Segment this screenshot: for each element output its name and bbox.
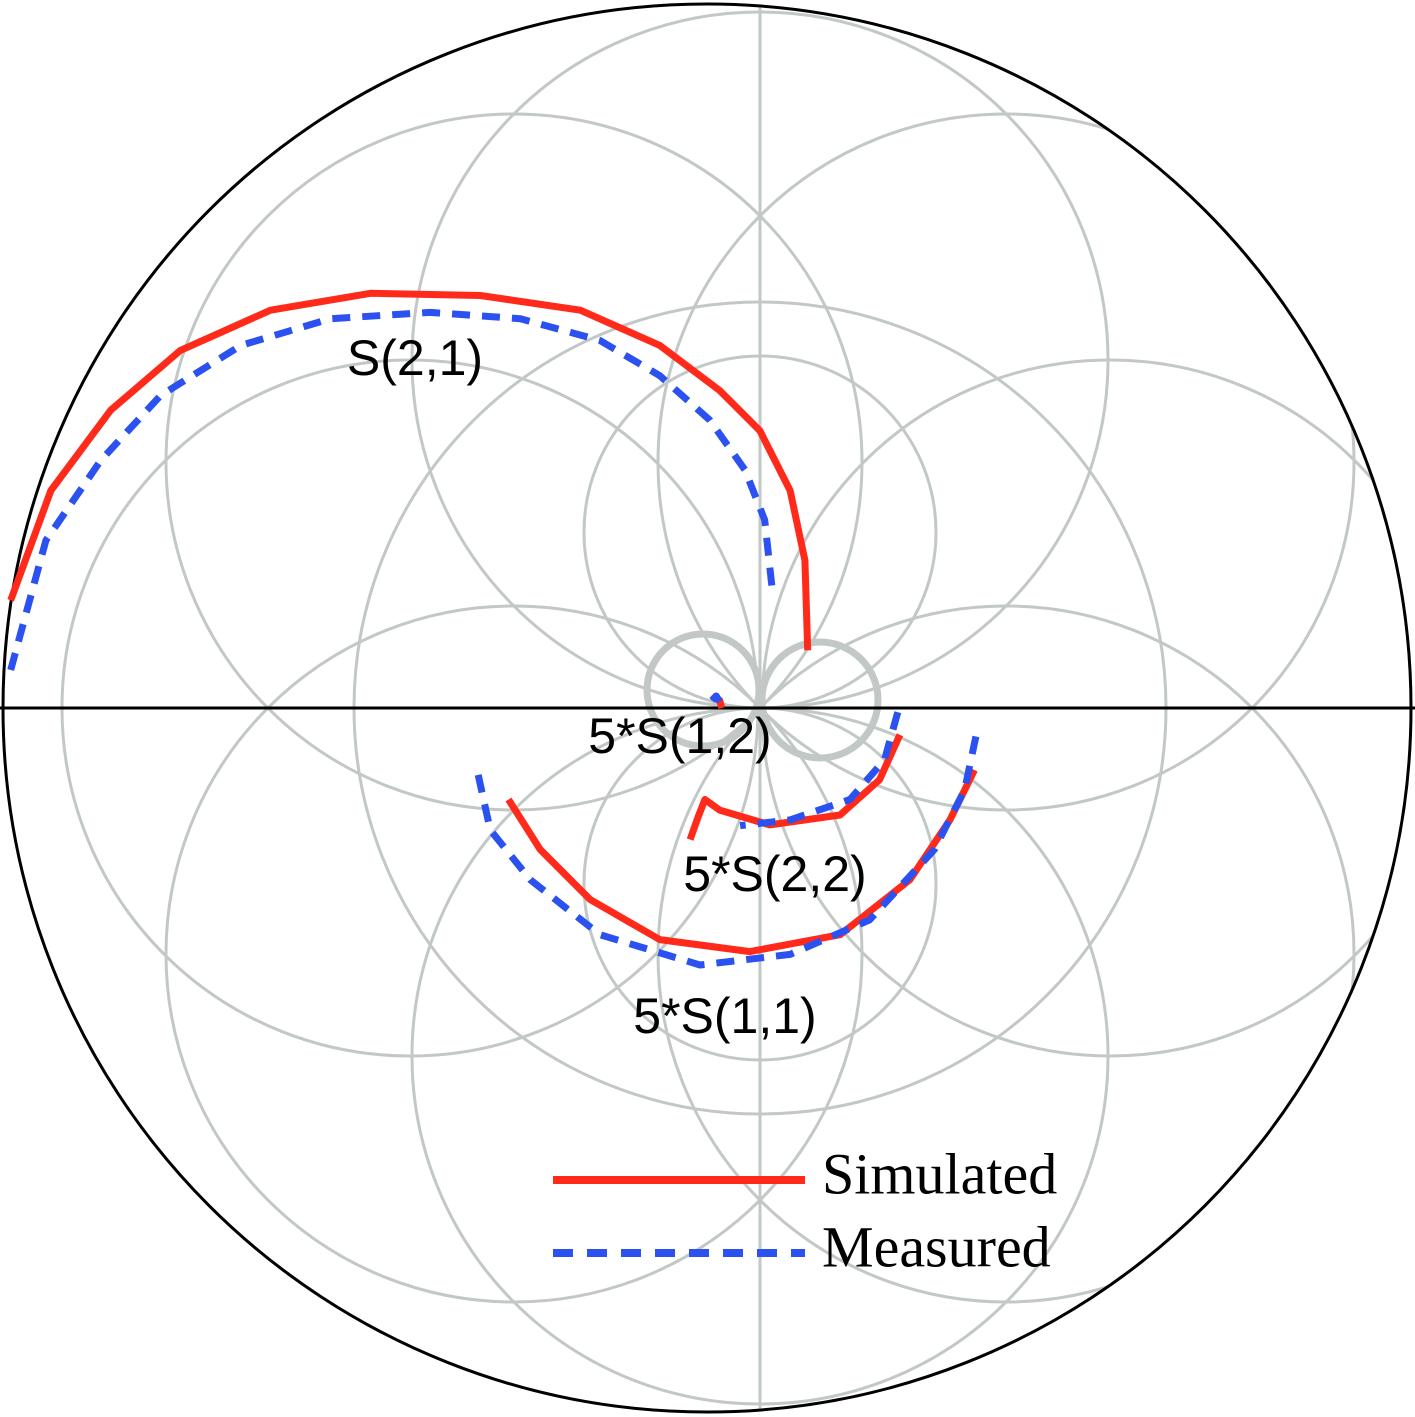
curve <box>709 692 723 704</box>
curve <box>505 768 978 956</box>
curve-label: 5*S(2,2) <box>683 846 866 902</box>
curve-label: 5*S(1,1) <box>633 988 816 1044</box>
grid-circle <box>643 630 763 750</box>
curve <box>686 733 904 841</box>
curve-label: S(2,1) <box>347 330 483 386</box>
grid-circle <box>758 638 882 762</box>
curve <box>7 308 776 671</box>
legend-label: Measured <box>822 1214 1051 1279</box>
curve <box>739 711 902 830</box>
curve-label: 5*S(1,2) <box>588 708 771 764</box>
labels: S(2,1) 5*S(1,2) 5*S(2,2) 5*S(1,1) Simulated M… <box>347 330 1057 1279</box>
curve <box>7 289 812 651</box>
curves <box>7 289 981 969</box>
legend-label: Simulated <box>822 1141 1057 1206</box>
grid <box>60 4 1411 1412</box>
